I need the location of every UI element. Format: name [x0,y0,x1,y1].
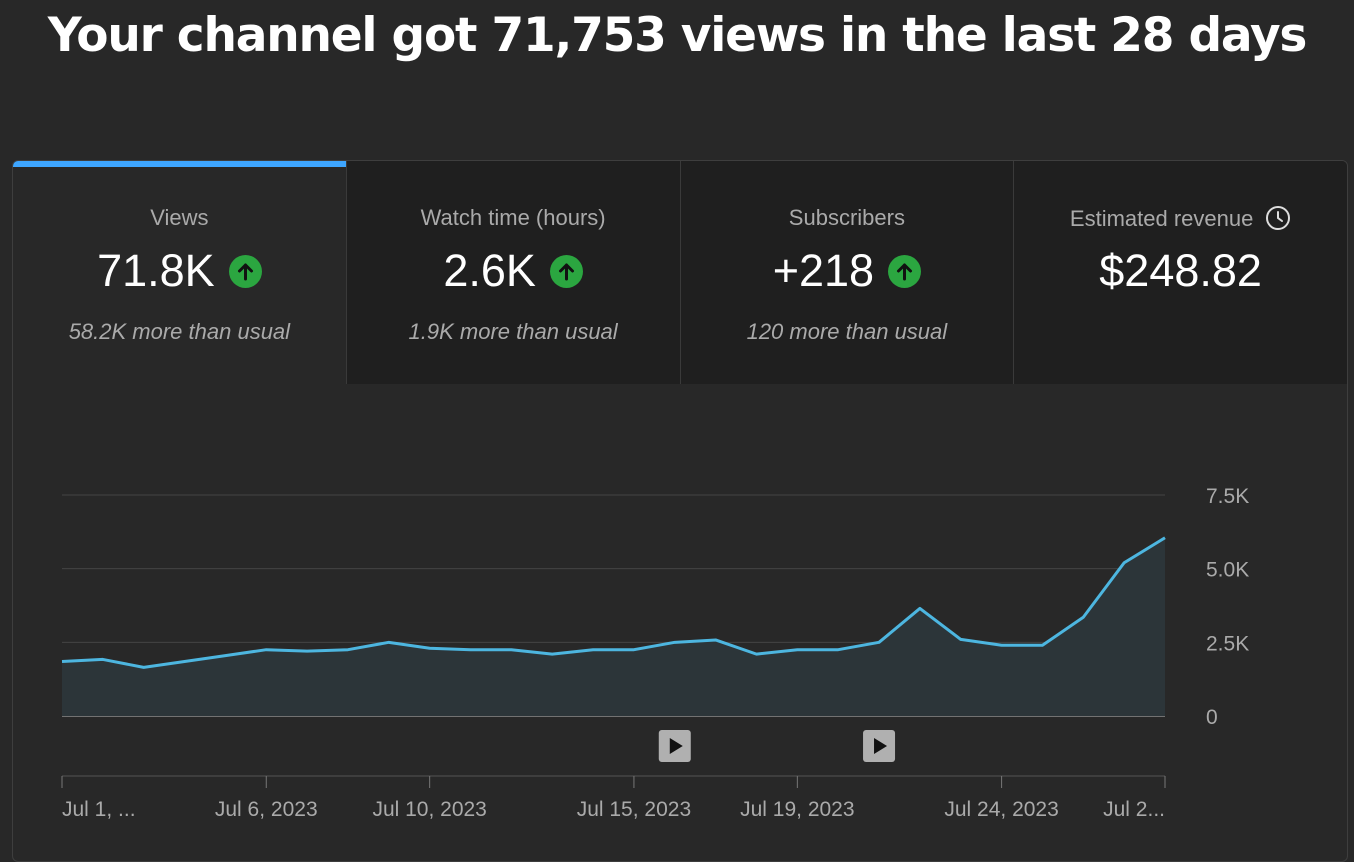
y-tick-label: 7.5K [1206,485,1249,508]
tab-watch-time[interactable]: Watch time (hours) 2.6K 1.9K more than u… [345,161,680,384]
play-icon [874,738,888,754]
tab-value: 2.6K [443,245,536,296]
x-tick-label: Jul 1, ... [62,798,136,821]
arrow-up-icon [888,254,922,288]
tab-views[interactable]: Views 71.8K 58.2K more than usual [13,161,346,384]
tab-label: Watch time (hours) [420,205,606,230]
tab-value: $248.82 [1099,245,1262,296]
arrow-up-icon [549,254,583,288]
metric-tabs: Views 71.8K 58.2K more than usual Watch … [13,161,1347,384]
x-tick-label: Jul 15, 2023 [577,798,691,821]
views-area [62,537,1165,716]
x-tick-label: Jul 2... [1103,798,1165,821]
tab-subscribers[interactable]: Subscribers +218 120 more than usual [679,161,1014,384]
x-tick-label: Jul 10, 2023 [372,798,486,821]
views-chart: 0 2.5K 5.0K 7.5K Jul 1, ... Jul 6, 2023 Jul 10… [61,485,1249,821]
page-headline: Your channel got 71,753 views in the las… [47,8,1308,63]
tab-comparison: 120 more than usual [746,319,948,344]
x-tick-label: Jul 19, 2023 [740,798,854,821]
tab-value: 71.8K [97,245,215,296]
x-tick-label: Jul 24, 2023 [944,798,1058,821]
y-tick-label: 0 [1206,706,1218,729]
y-tick-label: 5.0K [1206,559,1249,582]
video-marker[interactable] [863,730,896,762]
arrow-up-icon [228,254,262,288]
video-marker[interactable] [658,730,691,762]
y-tick-label: 2.5K [1206,632,1249,655]
views-chart-svg: 0 2.5K 5.0K 7.5K Jul 1, ... Jul 6, 2023 Jul 10… [61,485,1249,821]
tab-label: Estimated revenue [1014,205,1347,232]
tab-comparison: 58.2K more than usual [68,319,291,344]
tab-comparison: 1.9K more than usual [408,319,618,344]
clock-icon[interactable] [1265,205,1291,231]
play-icon [669,738,683,754]
tab-label: Views [150,205,209,230]
tab-value: +218 [772,245,875,296]
x-tick-label: Jul 6, 2023 [215,798,318,821]
tab-label-text: Estimated revenue [1069,206,1254,231]
analytics-card: Views 71.8K 58.2K more than usual Watch … [12,160,1348,862]
tab-estimated-revenue[interactable]: Estimated revenue $248.82 [1013,161,1347,384]
tab-label: Subscribers [788,205,905,230]
views-series-line [61,536,1166,669]
